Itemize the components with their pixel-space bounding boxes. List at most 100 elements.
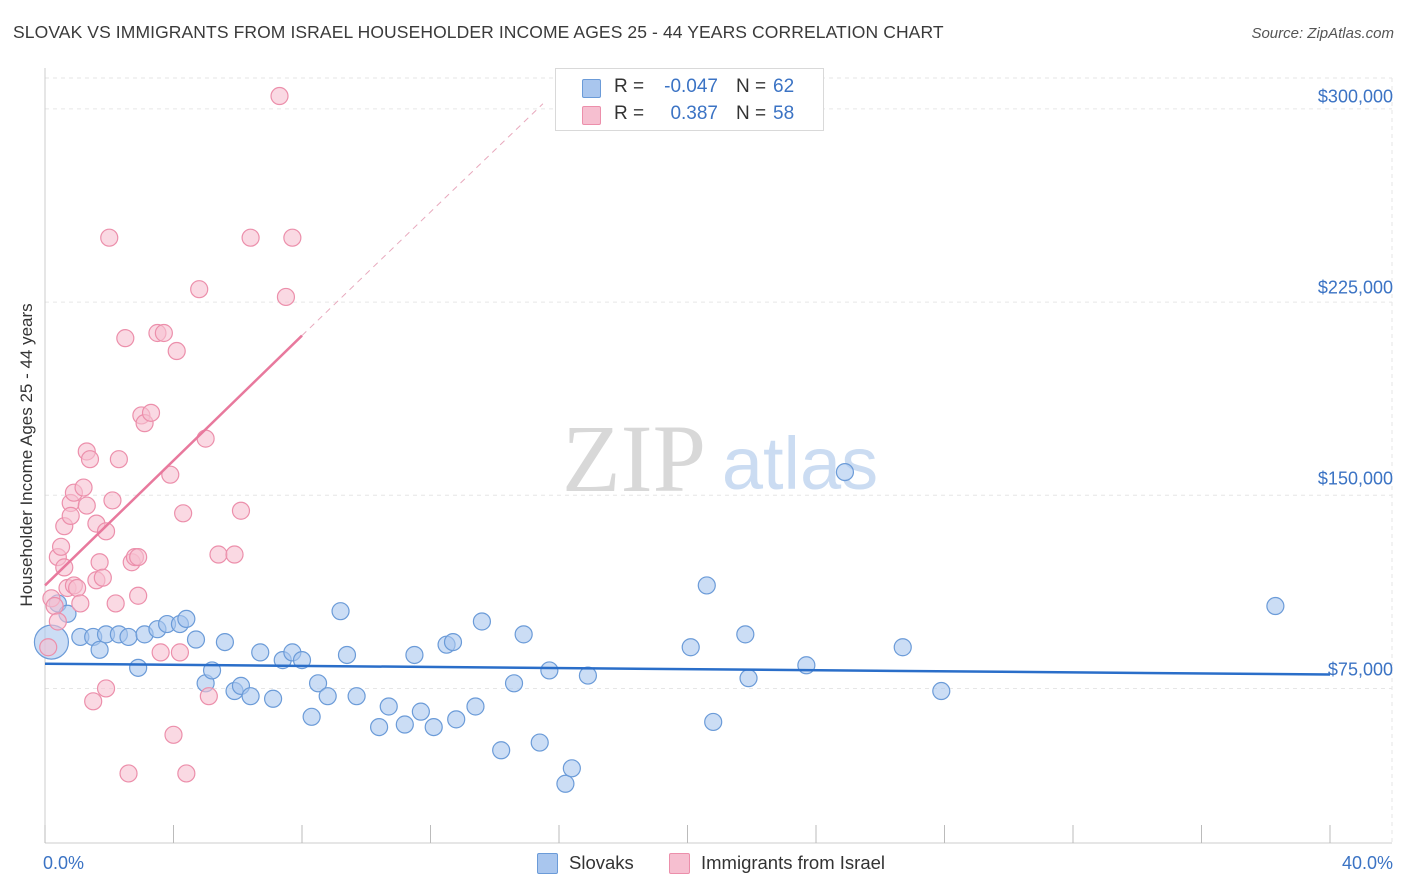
slovaks-point xyxy=(466,697,485,716)
source-label: Source: ZipAtlas.com xyxy=(1251,25,1394,42)
israel-point xyxy=(174,504,193,523)
data-points xyxy=(33,86,1285,793)
israel-point xyxy=(80,450,100,469)
israel-point xyxy=(106,594,125,613)
israel-point xyxy=(96,522,116,541)
watermark-atlas: atlas xyxy=(722,422,878,505)
bottom-legend-swatch-slovaks xyxy=(537,853,558,874)
slovaks-point xyxy=(562,759,581,778)
israel-point xyxy=(71,594,90,613)
israel-point xyxy=(167,341,186,361)
israel-point xyxy=(154,323,173,343)
israel-point xyxy=(103,491,122,510)
axes xyxy=(44,68,1392,844)
slovaks-point xyxy=(530,733,549,752)
israel-point xyxy=(39,638,58,657)
israel-point xyxy=(151,643,170,662)
israel-point xyxy=(170,643,190,662)
trend-lines xyxy=(44,103,1331,676)
slovaks-point xyxy=(681,638,700,657)
israel-point xyxy=(129,586,148,605)
bottom-legend-label-slovaks: Slovaks xyxy=(569,852,634,873)
israel-point xyxy=(209,545,228,564)
legend-r-value: -0.047 xyxy=(664,76,718,97)
slovaks-point xyxy=(697,576,716,595)
israel-point xyxy=(84,692,103,711)
x-tick-label-min: 0.0% xyxy=(43,853,85,873)
slovaks-point xyxy=(241,687,260,706)
slovaks-point xyxy=(704,712,723,732)
watermark-zip: ZIP xyxy=(562,405,706,512)
israel-point xyxy=(93,568,112,587)
slovaks-point xyxy=(835,462,855,482)
israel-point xyxy=(100,228,119,247)
slovaks-point xyxy=(90,640,109,659)
slovaks-point xyxy=(932,681,951,701)
slovaks-point xyxy=(395,715,414,734)
slovaks-point xyxy=(736,625,755,644)
slovaks-point xyxy=(302,707,321,726)
slovaks-point xyxy=(492,741,511,760)
slovaks-point xyxy=(556,774,575,793)
slovaks-point xyxy=(411,702,430,721)
legend-r-label: R = xyxy=(614,76,645,97)
y-tick-label-75000: $75,000 xyxy=(1327,659,1393,680)
israel-point xyxy=(196,429,215,448)
slovaks-point xyxy=(540,661,559,680)
slovaks-point xyxy=(379,697,398,716)
slovaks-point xyxy=(177,609,196,629)
slovaks-point xyxy=(215,632,234,652)
israel-point xyxy=(45,596,64,616)
slovaks-point xyxy=(347,687,366,706)
legend-n-label: N = xyxy=(736,103,767,124)
israel-point xyxy=(129,547,148,567)
israel-point xyxy=(177,764,196,783)
legend-swatch-israel xyxy=(582,106,601,125)
israel-point xyxy=(119,764,138,783)
israel-point xyxy=(164,725,183,744)
slovaks-trend-line xyxy=(44,662,1331,676)
slovaks-point xyxy=(331,602,350,621)
slovaks-point xyxy=(514,625,533,644)
israel-point xyxy=(90,553,109,572)
israel-trend-line xyxy=(44,334,303,587)
x-tick-label-max: 40.0% xyxy=(1341,853,1393,873)
israel-point xyxy=(161,465,180,484)
legend-n-value: 62 xyxy=(773,76,795,97)
israel-point xyxy=(190,280,209,299)
slovaks-point xyxy=(370,717,389,737)
israel-trend-line-extension xyxy=(301,103,544,336)
slovaks-point xyxy=(504,674,524,693)
slovaks-point xyxy=(443,632,463,652)
israel-point xyxy=(77,496,96,515)
israel-point xyxy=(109,450,128,469)
legend-r-label: R = xyxy=(614,103,645,124)
slovaks-point xyxy=(308,674,328,693)
israel-point xyxy=(141,403,161,422)
legend-row-israel: R = 0.387 N = 58 xyxy=(556,102,823,128)
y-axis-label: Householder Income Ages 25 - 44 years xyxy=(17,303,36,607)
israel-point xyxy=(276,287,296,307)
chart-title: SLOVAK VS IMMIGRANTS FROM ISRAEL HOUSEHO… xyxy=(13,22,944,42)
slovaks-point xyxy=(251,643,270,662)
y-tick-label-300000: $300,000 xyxy=(1317,86,1393,107)
israel-point xyxy=(231,501,251,520)
slovaks-point xyxy=(1266,596,1285,616)
slovaks-point xyxy=(337,645,357,665)
slovaks-point xyxy=(129,658,148,677)
slovaks-point xyxy=(424,717,443,737)
legend-row-slovaks: R = -0.047 N = 62 xyxy=(556,75,823,101)
legend-n-value: 58 xyxy=(773,103,795,124)
israel-point xyxy=(68,578,87,598)
israel-point xyxy=(74,478,93,497)
bottom-legend-label-israel: Immigrants from Israel xyxy=(701,852,886,873)
slovaks-point xyxy=(739,669,758,688)
slovaks-point xyxy=(186,630,206,649)
israel-point xyxy=(241,228,260,247)
israel-point xyxy=(225,545,244,564)
israel-point xyxy=(270,86,289,106)
israel-point xyxy=(199,687,218,706)
correlation-legend: R = -0.047 N = 62 R = 0.387 N = 58 xyxy=(555,68,824,131)
bottom-legend-swatch-israel xyxy=(669,853,690,874)
